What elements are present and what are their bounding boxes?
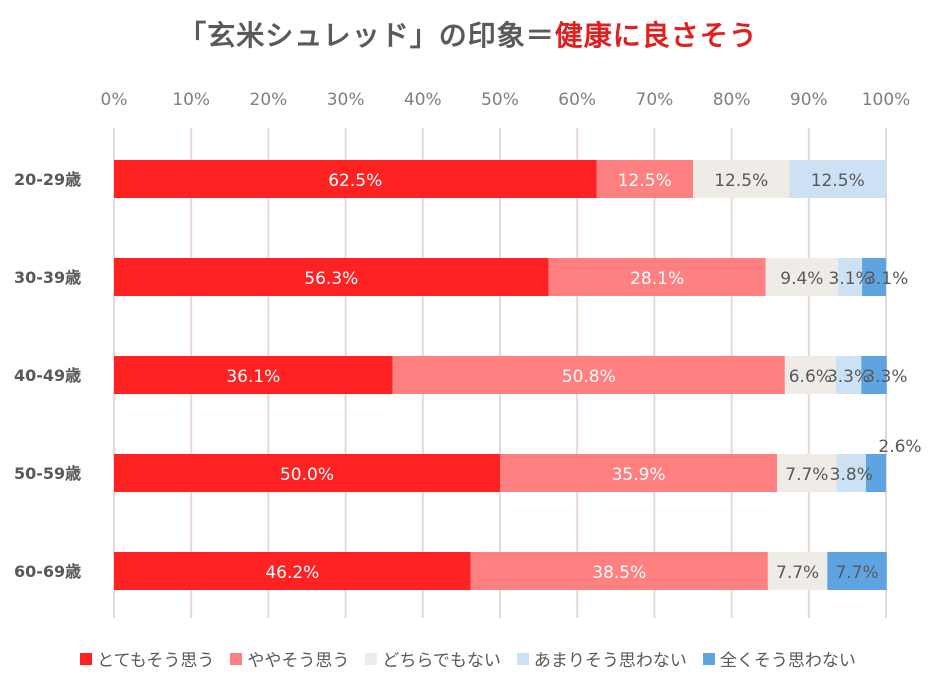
- legend: とてもそう思う ややそう思う どちらでもない あまりそう思わない 全くそう思わない: [0, 646, 936, 671]
- x-axis-tick-labels: 0% 10% 20% 30% 40% 50% 60% 70% 80% 90% 100%: [101, 90, 911, 110]
- x-tick-label: 60%: [558, 90, 596, 110]
- legend-swatch: [516, 652, 529, 665]
- bar-segment: [838, 258, 863, 296]
- legend-swatch: [702, 652, 715, 665]
- legend-item: あまりそう思わない: [516, 646, 687, 671]
- data-label: 3.3%: [827, 367, 870, 387]
- bar-segment: [114, 356, 393, 394]
- bar-segment: [114, 552, 471, 590]
- bar-segment: [784, 356, 836, 394]
- data-label: 6.6%: [789, 367, 832, 387]
- bar-segment: [392, 356, 785, 394]
- bar-segment: [548, 258, 766, 296]
- bar-segment: [862, 258, 886, 296]
- bar-segment: [861, 356, 887, 394]
- data-label: 9.4%: [780, 269, 823, 289]
- data-label: 28.1%: [630, 269, 684, 289]
- x-tick-label: 50%: [481, 90, 519, 110]
- bar-segment: [835, 356, 862, 394]
- bars: [114, 160, 887, 590]
- legend-swatch: [365, 652, 378, 665]
- category-label: 20-29歳: [14, 170, 81, 189]
- x-tick-label: 10%: [172, 90, 210, 110]
- x-tick-label: 20%: [250, 90, 288, 110]
- legend-item: とてもそう思う: [80, 646, 214, 671]
- data-label: 3.1%: [829, 269, 872, 289]
- legend-label: 全くそう思わない: [719, 651, 856, 671]
- category-labels: 20-29歳 30-39歳 40-49歳 50-59歳 60-69歳: [14, 170, 81, 581]
- category-label: 50-59歳: [14, 464, 81, 483]
- bar-segment: [836, 454, 866, 492]
- data-label: 35.9%: [612, 465, 666, 485]
- data-label: 12.5%: [618, 171, 672, 191]
- category-label: 60-69歳: [14, 562, 81, 581]
- legend-item: 全くそう思わない: [702, 646, 856, 671]
- data-label: 36.1%: [226, 367, 280, 387]
- data-label: 3.8%: [830, 465, 873, 485]
- chart-title: 「玄米シュレッド」の印象＝健康に良さそう: [0, 14, 936, 54]
- chart-title-highlight: 健康に良さそう: [554, 19, 758, 52]
- stacked-bar-chart: 0% 10% 20% 30% 40% 50% 60% 70% 80% 90% 100% 62.5% 1…: [14, 90, 922, 618]
- category-label: 40-49歳: [14, 366, 81, 385]
- bar-segment: [765, 258, 839, 296]
- bar-segment: [827, 552, 887, 590]
- data-label: 50.8%: [562, 367, 616, 387]
- bar-segment: [470, 552, 768, 590]
- legend-item: どちらでもない: [365, 646, 501, 671]
- data-label: 7.7%: [776, 563, 819, 583]
- legend-item: ややそう思う: [230, 646, 349, 671]
- data-label: 3.3%: [864, 367, 907, 387]
- x-tick-label: 100%: [862, 90, 911, 110]
- data-label: 12.5%: [714, 171, 768, 191]
- bar-segment: [789, 160, 886, 198]
- data-label: 56.3%: [304, 269, 358, 289]
- legend-label: とてもそう思う: [97, 651, 215, 671]
- data-label: 62.5%: [328, 171, 382, 191]
- data-label: 7.7%: [785, 465, 828, 485]
- category-label: 30-39歳: [14, 268, 81, 287]
- legend-label: ややそう思う: [247, 651, 350, 671]
- data-label: 7.7%: [835, 563, 878, 583]
- bar-segment: [114, 258, 549, 296]
- x-tick-label: 30%: [327, 90, 365, 110]
- bar-segment: [777, 454, 837, 492]
- data-label: 46.2%: [265, 563, 319, 583]
- bar-segment: [596, 160, 693, 198]
- legend-label: どちらでもない: [382, 651, 501, 671]
- legend-label: あまりそう思わない: [533, 651, 687, 671]
- legend-swatch: [230, 652, 243, 665]
- x-tick-label: 0%: [101, 90, 128, 110]
- bar-segment: [114, 454, 500, 492]
- data-label: 38.5%: [592, 563, 646, 583]
- x-tick-label: 70%: [636, 90, 674, 110]
- data-label: 2.6%: [878, 437, 921, 457]
- x-tick-label: 90%: [790, 90, 828, 110]
- x-tick-label: 80%: [713, 90, 751, 110]
- data-label: 3.1%: [865, 269, 908, 289]
- bar-segment: [114, 160, 597, 198]
- data-label: 12.5%: [811, 171, 865, 191]
- data-label: 50.0%: [280, 465, 334, 485]
- bar-segment: [500, 454, 778, 492]
- bar-segment: [767, 552, 828, 590]
- bar-segment: [693, 160, 790, 198]
- x-tick-label: 40%: [404, 90, 442, 110]
- bar-segment: [865, 454, 886, 492]
- legend-swatch: [80, 652, 93, 665]
- data-labels: 62.5% 12.5% 12.5% 12.5%56.3% 28.1% 9.4% 3.1%3.…: [226, 171, 921, 583]
- chart-title-prefix: 「玄米シュレッド」の印象＝: [178, 19, 555, 52]
